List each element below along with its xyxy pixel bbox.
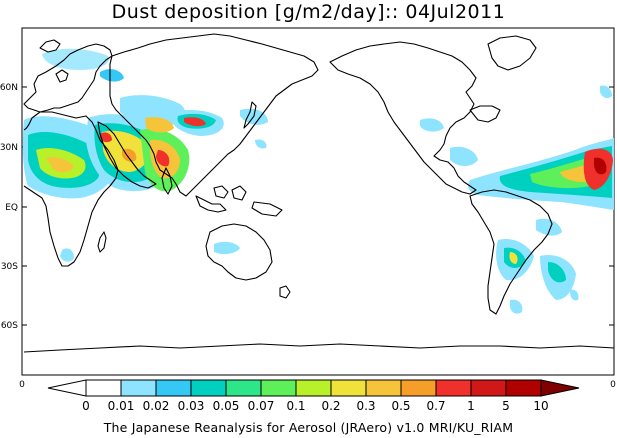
lat-label-60s: 60S — [1, 321, 18, 331]
lon-label-left: 0 — [19, 380, 25, 390]
colorbar-swatch-5 — [260, 379, 297, 397]
credit-line: The Japanese Reanalysis for Aerosol (JRA… — [103, 420, 514, 435]
left-triangle-icon — [47, 379, 87, 397]
colorbar-label: 0.01 — [108, 399, 135, 413]
colorbar-swatch-6 — [295, 379, 332, 397]
colorbar-label: 0.05 — [213, 399, 240, 413]
colorbar-swatch-8 — [365, 379, 402, 397]
colorbar — [47, 379, 580, 397]
coastlines — [23, 33, 615, 353]
colorbar-swatch-11 — [470, 379, 507, 397]
colorbar-swatch-7 — [330, 379, 367, 397]
colorbar-label: 0.03 — [178, 399, 205, 413]
colorbar-label: 0.5 — [391, 399, 410, 413]
lon-label-right: 0 — [610, 380, 616, 390]
colorbar-label: 5 — [502, 399, 510, 413]
colorbar-swatch-4 — [225, 379, 262, 397]
colorbar-label: 0.3 — [356, 399, 375, 413]
colorbar-swatch-9 — [400, 379, 437, 397]
colorbar-label: 0.7 — [426, 399, 445, 413]
colorbar-label: 0.02 — [143, 399, 170, 413]
right-triangle-icon — [540, 379, 580, 397]
colorbar-swatch-3 — [190, 379, 227, 397]
colorbar-label: 0.1 — [286, 399, 305, 413]
colorbar-swatch-2 — [155, 379, 192, 397]
colorbar-swatch-0 — [85, 379, 122, 397]
map-title: Dust deposition [g/m2/day]:: 04Jul2011 — [111, 1, 506, 23]
dust-shading — [22, 48, 614, 314]
colorbar-label: 0 — [82, 399, 90, 413]
colorbar-label: 1 — [467, 399, 475, 413]
colorbar-swatch-1 — [120, 379, 157, 397]
lat-label-30n: 30N — [0, 143, 18, 153]
colorbar-label: 10 — [533, 399, 548, 413]
lat-label-30s: 30S — [1, 262, 18, 272]
colorbar-swatch-12 — [505, 379, 542, 397]
colorbar-label: 0.2 — [321, 399, 340, 413]
colorbar-label: 0.07 — [248, 399, 275, 413]
colorbar-swatch-10 — [435, 379, 472, 397]
lat-label-eq: EQ — [5, 203, 18, 213]
lat-label-60n: 60N — [0, 83, 18, 93]
